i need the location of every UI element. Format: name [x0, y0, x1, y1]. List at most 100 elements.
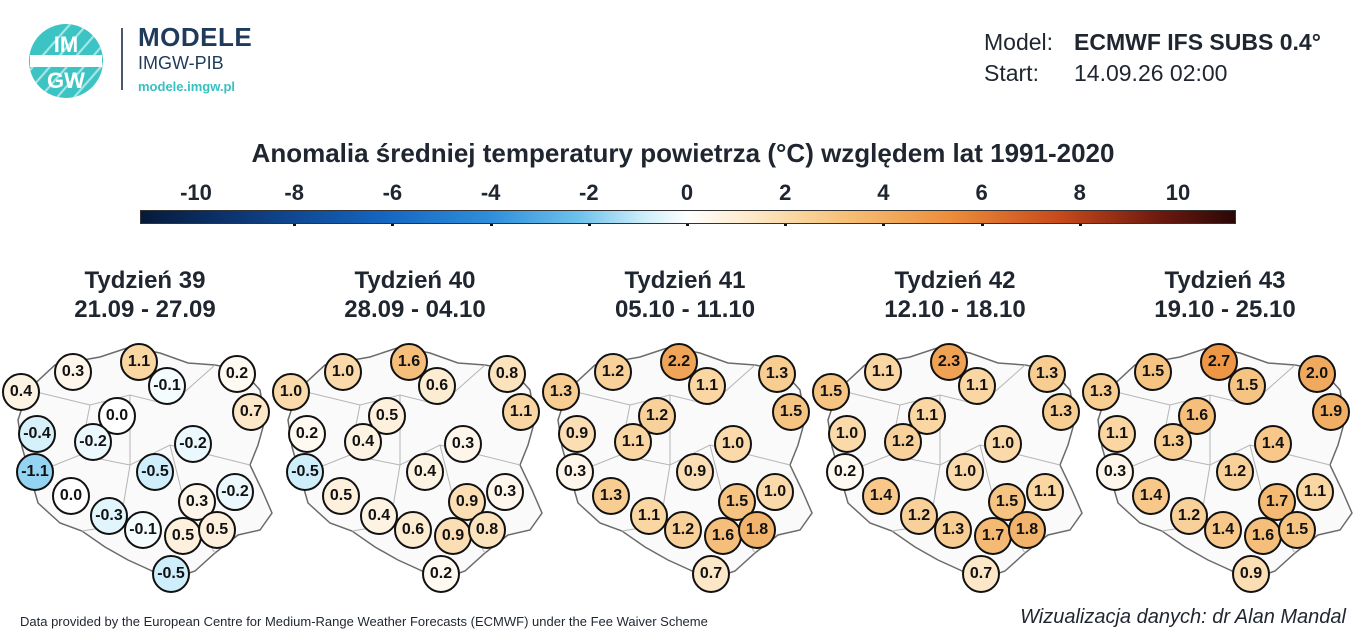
week-title: Tydzień 41 05.10 - 11.10 [570, 266, 800, 324]
colorbar [140, 210, 1236, 224]
brand-title: MODELE [138, 22, 253, 52]
station-anomaly: 1.4 [862, 477, 900, 515]
week-title: Tydzień 40 28.09 - 04.10 [300, 266, 530, 324]
station-anomaly: 0.3 [1096, 453, 1134, 491]
station-anomaly: 1.1 [1296, 473, 1334, 511]
station-anomaly: 1.3 [592, 477, 630, 515]
week-number: Tydzień 40 [354, 267, 476, 294]
station-anomaly: 0.3 [54, 353, 92, 391]
station-anomaly: 0.8 [488, 355, 526, 393]
colorbar-tick-mark [980, 222, 984, 226]
week-dates: 05.10 - 11.10 [614, 296, 756, 323]
station-anomaly: 1.3 [758, 355, 796, 393]
station-anomaly: 1.2 [900, 497, 938, 535]
poland-map: 1.2 2.2 1.3 1.3 1.1 1.2 1.5 0.9 1.1 1.0 0.3 0.9 1.3 1… [542, 335, 820, 593]
colorbar-tick-label: 8 [1073, 180, 1086, 205]
station-anomaly: 1.3 [1082, 373, 1120, 411]
station-anomaly: 1.1 [630, 497, 668, 535]
colorbar-tick-mark [784, 222, 788, 226]
colorbar-tick-mark [882, 222, 886, 226]
station-anomaly: 0.9 [434, 517, 472, 555]
colorbar-tick-mark [587, 222, 591, 226]
station-anomaly: 0.9 [1232, 555, 1270, 593]
station-anomaly: 0.7 [232, 393, 270, 431]
station-anomaly: 0.5 [368, 397, 406, 435]
station-anomaly: 0.3 [178, 483, 216, 521]
station-anomaly: 0.4 [406, 453, 444, 491]
station-anomaly: 0.5 [322, 477, 360, 515]
colorbar-tick-label: -10 [180, 180, 212, 205]
station-anomaly: -0.1 [148, 367, 186, 405]
station-anomaly: -0.5 [136, 453, 174, 491]
colorbar-tick-mark [686, 222, 689, 226]
station-anomaly: -0.2 [216, 473, 254, 511]
week-number: Tydzień 39 [84, 267, 206, 294]
station-anomaly: 1.3 [542, 373, 580, 411]
station-anomaly: -0.2 [74, 423, 112, 461]
station-anomaly: 0.2 [218, 355, 256, 393]
station-anomaly: 0.0 [52, 477, 90, 515]
svg-text:GW: GW [47, 68, 85, 93]
station-anomaly: 0.6 [418, 367, 456, 405]
station-anomaly: 0.2 [422, 555, 460, 593]
station-anomaly: 0.7 [962, 555, 1000, 593]
station-anomaly: 1.0 [828, 415, 866, 453]
station-anomaly: 1.6 [390, 343, 428, 381]
colorbar-tick-mark [293, 222, 297, 226]
station-anomaly: 1.5 [1134, 353, 1172, 391]
station-anomaly: 0.3 [444, 425, 482, 463]
colorbar-tick-mark [489, 222, 493, 226]
station-anomaly: 1.2 [1170, 497, 1208, 535]
station-anomaly: 1.7 [974, 517, 1012, 555]
station-anomaly: 1.4 [1204, 511, 1242, 549]
week-dates: 19.10 - 25.10 [1154, 296, 1296, 323]
model-value: ECMWF IFS SUBS 0.4° [1074, 29, 1321, 55]
station-anomaly: 0.2 [288, 415, 326, 453]
station-anomaly: 1.3 [1028, 355, 1066, 393]
station-anomaly: 1.0 [324, 353, 362, 391]
station-anomaly: -0.5 [286, 453, 324, 491]
station-anomaly: 0.4 [360, 497, 398, 535]
station-anomaly: 0.6 [394, 511, 432, 549]
station-anomaly: 1.0 [946, 453, 984, 491]
poland-map: 1.0 1.6 0.8 1.0 0.6 0.5 1.1 0.2 0.4 0.3 -0.5 0.4 0.5… [272, 335, 550, 593]
week-dates: 12.10 - 18.10 [884, 296, 1026, 323]
data-credit: Data provided by the European Centre for… [20, 614, 708, 629]
station-anomaly: 1.1 [1026, 473, 1064, 511]
station-anomaly: 1.2 [594, 353, 632, 391]
station-anomaly: -1.1 [16, 453, 54, 491]
station-anomaly: 1.6 [704, 517, 742, 555]
station-anomaly: 1.5 [772, 393, 810, 431]
station-anomaly: 1.0 [272, 373, 310, 411]
colorbar-tick-mark [1078, 222, 1082, 226]
station-anomaly: 1.1 [958, 367, 996, 405]
model-row: Model: ECMWF IFS SUBS 0.4° [984, 29, 1321, 56]
station-anomaly: 1.1 [864, 353, 902, 391]
week-number: Tydzień 41 [624, 267, 746, 294]
colorbar-tick-label: -4 [480, 180, 501, 205]
station-anomaly: 1.8 [1008, 511, 1046, 549]
station-anomaly: 1.5 [812, 373, 850, 411]
station-anomaly: 0.5 [198, 511, 236, 549]
station-anomaly: 0.3 [556, 453, 594, 491]
station-anomaly: 0.4 [344, 423, 382, 461]
week-number: Tydzień 42 [894, 267, 1016, 294]
station-anomaly: 2.7 [1200, 343, 1238, 381]
station-anomaly: 0.5 [164, 517, 202, 555]
week-dates: 21.09 - 27.09 [74, 296, 216, 323]
station-anomaly: 1.6 [1244, 517, 1282, 555]
start-label: Start: [984, 60, 1039, 86]
poland-map: 1.5 2.7 2.0 1.3 1.5 1.6 1.9 1.1 1.3 1.4 0.3 1.2 1.4 1… [1082, 335, 1360, 593]
station-anomaly: 0.3 [486, 473, 524, 511]
start-value: 14.09.26 02:00 [1074, 60, 1228, 86]
station-anomaly: -0.1 [124, 511, 162, 549]
station-anomaly: 0.9 [676, 453, 714, 491]
colorbar-tick-mark [391, 222, 395, 226]
station-anomaly: 1.0 [714, 425, 752, 463]
colorbar-tick-label: -2 [579, 180, 599, 205]
station-anomaly: 0.8 [468, 511, 506, 549]
station-anomaly: 1.9 [1312, 393, 1350, 431]
colorbar-tick-label: 0 [680, 180, 694, 205]
poland-map: 0.3 1.1 0.2 0.4 -0.1 0.0 0.7 -0.4 -0.2 -0.2 -1.1 -0… [2, 335, 280, 593]
brand-url[interactable]: modele.imgw.pl [138, 79, 236, 94]
